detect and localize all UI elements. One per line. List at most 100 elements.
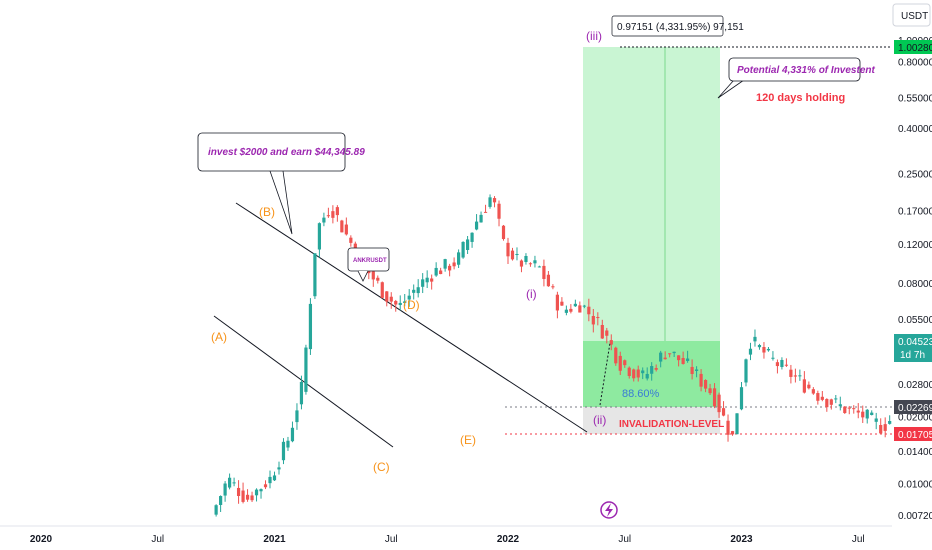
candle-body [479,214,483,223]
candle-body [259,489,263,492]
candle-body [883,424,887,431]
candle-body [542,265,546,279]
candle-body [650,366,654,374]
candle-body [735,413,739,435]
candle-body [385,291,389,302]
x-tick-label: Jul [385,534,398,545]
candle-body [717,394,721,413]
candle-body [618,355,622,371]
wave-label-d: (D) [403,298,420,312]
candle-body [677,355,681,361]
candle-body [344,224,348,235]
candle-body [569,308,573,312]
candle-body [690,366,694,374]
candle-body [645,373,649,379]
candle-body [515,253,519,255]
candle-body [753,336,757,342]
candle-body [223,483,227,496]
candle-body [322,217,326,223]
candle-body [425,277,429,283]
candle-body [627,367,631,377]
projection-line [599,342,611,406]
candle-body [865,409,869,419]
target-readout: 0.97151 (4,331.95%) 97,151 [617,22,744,33]
candle-body [798,375,802,377]
candle-body [874,418,878,422]
candle-body [546,274,551,287]
candle-body [596,317,600,319]
candle-body [277,467,281,470]
y-tick-label: 0.08000 [898,279,932,290]
candle-body [219,496,223,505]
target-zone[interactable] [583,47,720,342]
candle-body [811,389,815,394]
candle-body [856,410,860,413]
candle-body [331,211,335,218]
candle-body [461,241,465,258]
candle-body [861,411,865,418]
candle-body [712,388,717,407]
x-tick-labels: 2020Jul2021Jul2022Jul2023Jul2024Jul2025J… [30,534,865,545]
y-tick-label: 0.02800 [898,380,932,391]
candle-body [587,306,591,315]
y-tick-label: 0.01400 [898,447,932,458]
candle-body [524,255,528,262]
target-price-tag-text: 1.00280 [898,43,932,54]
candle-body [555,294,559,311]
candle-body [268,476,272,484]
candle-body [439,270,443,275]
candle-body [286,440,290,448]
candle-body [519,260,524,267]
x-tick-label: Jul [618,534,631,545]
candle-body [784,364,789,366]
candle-body [654,368,658,370]
callout-left-text: invest $2000 and earn $44,345.89 [208,147,365,158]
candle-body [389,296,393,302]
wave-label-ii: (ii) [593,413,606,427]
lightning-icon [605,503,613,517]
callout-right-pointer [717,79,745,99]
candle-body [263,484,268,488]
candle-body [232,482,236,484]
candle-body [623,360,627,366]
candle-body [443,259,447,269]
candle-body [421,279,425,287]
countdown-text: 1d 7h [900,350,925,361]
time-axis[interactable] [0,526,932,550]
candle-body [501,225,506,240]
candle-body [412,289,416,293]
candle-body [241,490,245,502]
y-tick-label: 0.17000 [898,207,932,218]
y-tick-label: 0.80000 [898,57,932,68]
candle-body [789,369,793,377]
candle-body [816,393,820,401]
candle-body [313,253,317,297]
stop-price-tag [894,427,932,441]
candle-body [380,282,384,298]
candle-body [686,358,690,362]
candle-body [708,388,712,394]
candle-body [636,369,640,378]
candle-body [537,266,542,268]
callout-right-text: Potential 4,331% of Investent [737,65,875,76]
candle-body [250,495,254,501]
current-price-tag [894,334,932,362]
candle-body [632,369,636,379]
y-tick-label: 0.02000 [898,413,932,424]
candle-body [492,198,497,203]
candle-body [694,369,699,371]
candle-body [214,505,218,515]
x-tick-label: 2021 [263,534,286,545]
candle-body [672,351,676,354]
candle-body [245,494,250,500]
candle-body [663,357,667,360]
candle-body [416,287,420,294]
y-tick-label: 0.40000 [898,124,932,135]
candle-body [564,309,568,313]
candle-body [470,232,474,242]
invalidation-zone [583,407,720,434]
currency-label: USDT [901,11,928,22]
candle-body [326,215,330,217]
entry-price-tag [894,400,932,414]
